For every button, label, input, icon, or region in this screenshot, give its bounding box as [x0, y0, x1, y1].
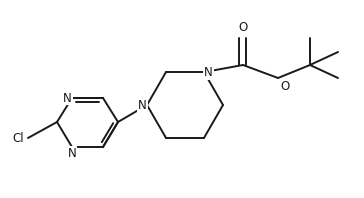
Text: O: O [238, 21, 248, 34]
Text: N: N [204, 66, 213, 79]
Text: N: N [138, 98, 147, 111]
Text: Cl: Cl [12, 131, 24, 145]
Text: N: N [63, 91, 72, 105]
Text: N: N [68, 147, 76, 160]
Text: O: O [280, 80, 289, 93]
